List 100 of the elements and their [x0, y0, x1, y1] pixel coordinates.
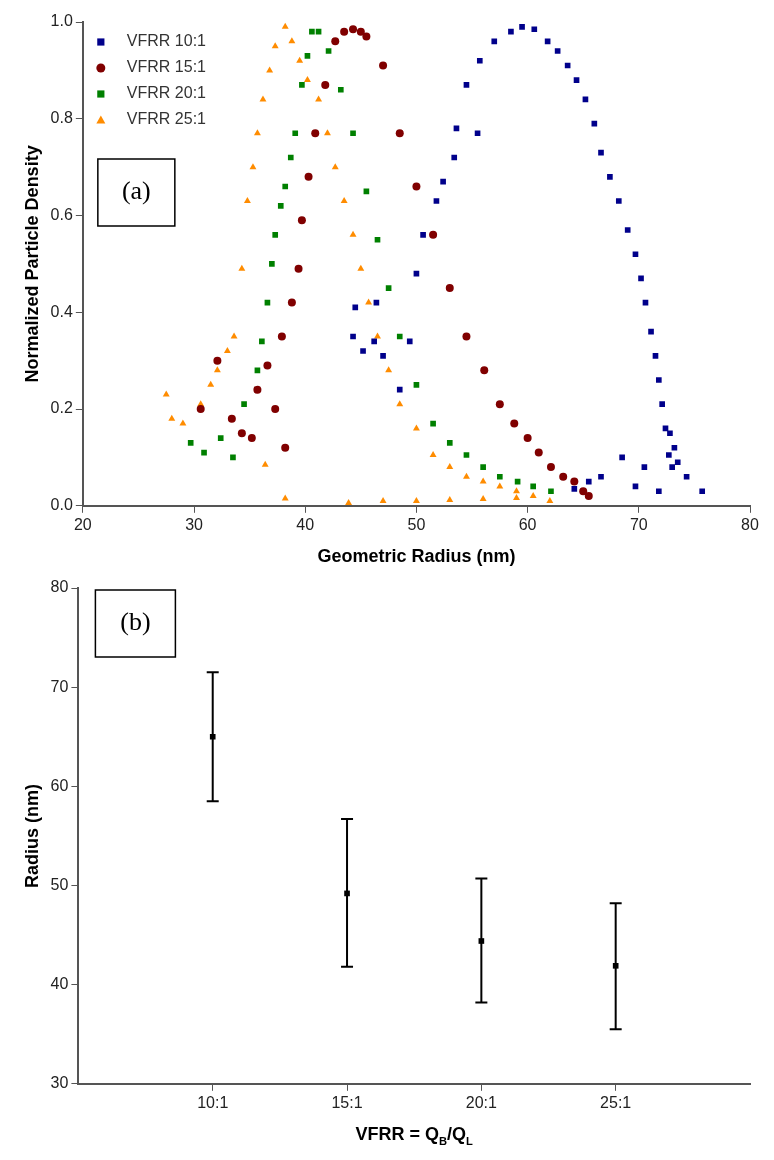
point	[385, 285, 392, 291]
point	[337, 86, 344, 93]
point	[360, 348, 366, 354]
legend-label: VFRR 15:1	[126, 58, 207, 76]
y-axis-title: Normalized Particle Density	[21, 145, 42, 383]
point	[607, 173, 613, 180]
point	[271, 405, 280, 414]
point	[530, 483, 536, 490]
y-tick-label: 1.0	[50, 12, 73, 30]
point	[277, 332, 286, 341]
y-tick-label: 40	[50, 975, 69, 993]
point	[237, 429, 246, 438]
point	[396, 386, 403, 393]
point	[362, 32, 371, 41]
point	[379, 61, 388, 70]
point	[548, 488, 554, 495]
legend-label: VFRR 10:1	[126, 32, 207, 50]
point	[269, 261, 275, 267]
point	[446, 495, 454, 502]
point	[287, 154, 294, 161]
point	[304, 172, 313, 181]
point	[619, 454, 625, 461]
point	[667, 430, 673, 437]
point	[349, 230, 357, 237]
point	[641, 464, 648, 470]
x-tick-label: 20:1	[465, 1093, 498, 1111]
x-tick-label: 80	[741, 515, 759, 533]
point	[272, 232, 279, 238]
x-tick-label: 30	[185, 515, 204, 533]
point	[223, 346, 231, 353]
point	[546, 463, 555, 472]
point	[281, 22, 289, 29]
point	[648, 328, 654, 335]
point	[340, 27, 349, 36]
point	[513, 487, 520, 494]
point	[281, 443, 290, 452]
point	[196, 405, 205, 414]
point	[249, 163, 257, 170]
point	[480, 366, 489, 375]
point	[263, 361, 272, 370]
point	[446, 463, 454, 470]
point	[412, 182, 421, 191]
point	[304, 53, 311, 59]
point	[571, 486, 578, 492]
point	[325, 48, 332, 54]
point	[315, 28, 322, 35]
point	[699, 488, 706, 495]
y-tick-label: 70	[50, 677, 69, 695]
point	[420, 232, 426, 238]
point	[513, 494, 520, 501]
point	[311, 129, 320, 138]
x-tick-label: 25:1	[600, 1093, 632, 1111]
x-tick-label: 20	[73, 515, 92, 533]
point	[299, 82, 305, 88]
point	[162, 390, 170, 397]
y-tick-label: 0.8	[50, 109, 73, 127]
x-tick-label: 50	[407, 515, 426, 533]
point	[462, 332, 471, 341]
point	[446, 440, 453, 446]
point	[480, 464, 486, 470]
point	[683, 473, 690, 480]
point	[491, 38, 498, 45]
point	[201, 449, 207, 456]
point	[412, 496, 420, 503]
point	[669, 464, 675, 470]
point	[508, 28, 514, 35]
point	[598, 149, 604, 156]
legend-label: VFRR 25:1	[126, 110, 207, 128]
point	[324, 129, 331, 136]
y-tick-label: 0.2	[50, 399, 73, 417]
y-tick-label: 80	[50, 578, 69, 596]
point	[523, 434, 532, 443]
point	[168, 414, 176, 421]
y-tick-label: 30	[50, 1074, 69, 1092]
point	[238, 264, 246, 271]
point	[349, 25, 358, 34]
point	[296, 56, 304, 63]
y-axis-title: Radius (nm)	[21, 783, 42, 888]
point	[615, 198, 622, 204]
x-tick-label: 70	[629, 515, 648, 533]
point	[476, 57, 483, 64]
point	[655, 488, 662, 495]
point	[247, 434, 256, 443]
point	[463, 452, 470, 458]
point	[632, 251, 639, 258]
x-tick-label: 10:1	[197, 1093, 229, 1111]
x-tick-label: 40	[296, 515, 315, 533]
point	[292, 130, 299, 137]
point	[374, 236, 381, 243]
point	[624, 227, 631, 233]
point	[479, 495, 487, 502]
point	[356, 27, 365, 36]
point	[463, 82, 470, 88]
point	[261, 460, 269, 467]
point	[345, 498, 353, 505]
point	[365, 298, 373, 305]
point	[671, 444, 678, 451]
point	[496, 473, 503, 480]
y-tick-label: 0.4	[50, 302, 73, 320]
point	[655, 377, 662, 383]
